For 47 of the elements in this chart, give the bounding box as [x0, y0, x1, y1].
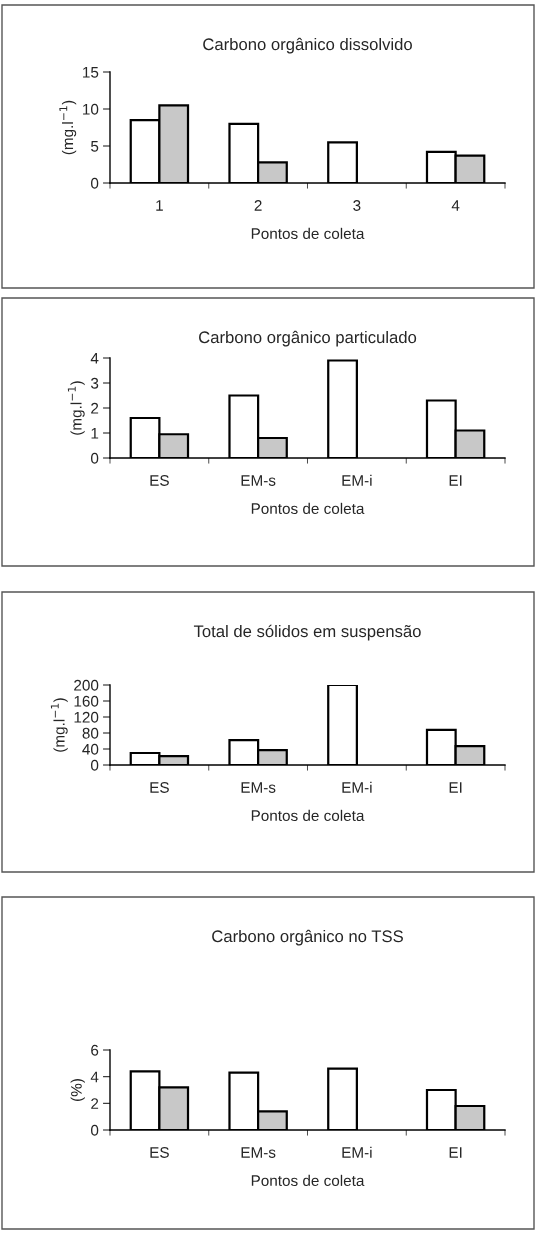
y-tick-label: 160	[74, 695, 99, 707]
y-tick-label: 200	[74, 679, 99, 691]
y-axis-title: (mg.l$^{−1}$)	[50, 698, 68, 752]
y-axis-title: (%)	[70, 1079, 85, 1101]
x-axis-title: Pontos de coleta	[251, 502, 365, 515]
y-tick-label: 1	[91, 428, 99, 439]
x-tick-label: 1	[156, 200, 163, 211]
y-tick-label: 0	[90, 452, 99, 464]
x-tick-label: EI	[449, 475, 462, 486]
x-tick-label: 2	[254, 200, 262, 211]
y-axis-title: (mg.l$^{−1}$)	[59, 100, 77, 155]
x-tick-label: EM-s	[241, 782, 276, 793]
x-tick-label: EM-i	[342, 781, 372, 793]
x-tick-label: ES	[150, 782, 169, 793]
x-tick-label: 3	[353, 200, 361, 211]
y-tick-label: 80	[82, 727, 99, 739]
y-tick-label: 15	[83, 67, 99, 78]
y-tick-label: 5	[91, 141, 99, 152]
y-tick-label: 10	[83, 103, 99, 115]
x-tick-label: EM-i	[342, 474, 372, 486]
x-tick-label: ES	[150, 1147, 169, 1158]
x-axis-title: Pontos de coleta	[251, 809, 365, 822]
x-tick-label: EM-s	[241, 1147, 276, 1158]
chart-title: Carbono orgânico particulado	[199, 330, 417, 347]
y-tick-label: 3	[90, 377, 99, 389]
x-axis-title: Pontos de coleta	[251, 227, 365, 240]
y-tick-label: 40	[82, 743, 99, 755]
chart-title: Carbono orgânico dissolvido	[203, 37, 412, 54]
x-tick-label: ES	[150, 475, 169, 486]
y-tick-label: 2	[91, 1098, 99, 1109]
x-tick-label: EI	[449, 1147, 462, 1158]
x-tick-label: EM-i	[342, 1146, 372, 1158]
y-tick-label: 0	[90, 1124, 99, 1136]
y-tick-label: 0	[90, 177, 99, 189]
chart-title: Carbono orgânico no TSS	[212, 929, 403, 946]
y-tick-label: 0	[90, 759, 99, 771]
y-tick-label: 4	[90, 353, 99, 364]
chart-title: Total de sólidos em suspensão	[193, 624, 421, 641]
y-axis-title: (mg.l$^{−1}$)	[67, 381, 85, 435]
y-tick-label: 120	[74, 711, 99, 723]
x-tick-label: EM-s	[241, 475, 276, 486]
x-axis-title: Pontos de coleta	[251, 1174, 365, 1187]
y-tick-label: 6	[91, 1044, 99, 1056]
y-tick-label: 4	[90, 1071, 99, 1083]
x-tick-label: EI	[449, 782, 462, 793]
y-tick-label: 2	[91, 402, 99, 414]
x-tick-label: 4	[451, 200, 460, 211]
